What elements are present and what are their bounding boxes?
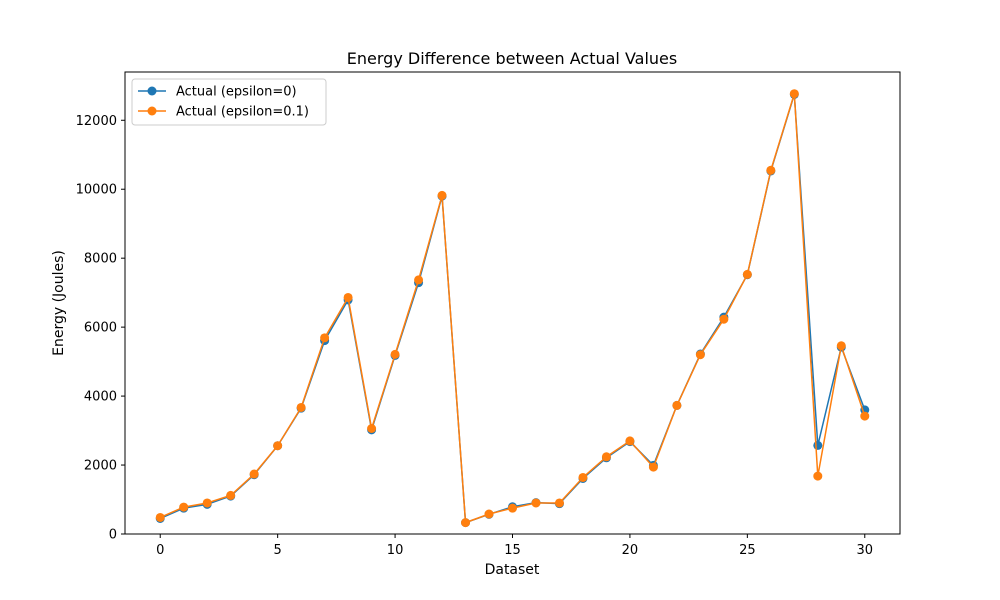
- data-point: [672, 400, 682, 410]
- plot-frame: [124, 71, 901, 535]
- legend-box: [131, 78, 327, 126]
- x-tick-label: 30: [856, 543, 873, 558]
- x-tick-label: 15: [504, 543, 521, 558]
- plot-area: [155, 89, 870, 528]
- data-point: [226, 490, 236, 500]
- data-point: [179, 502, 189, 512]
- data-point: [719, 314, 729, 324]
- y-tick-label: 4000: [84, 390, 117, 405]
- y-axis-label: Energy (Joules): [51, 250, 67, 356]
- series-line: [159, 93, 866, 524]
- data-point: [695, 350, 705, 360]
- data-point: [860, 411, 870, 421]
- legend-entry: Actual (epsilon=0.1): [138, 105, 309, 120]
- x-tick-label: 5: [274, 543, 282, 558]
- y-tick-label: 10000: [76, 183, 117, 198]
- data-point: [531, 498, 541, 508]
- chart-title: Energy Difference between Actual Values: [347, 49, 677, 68]
- data-point: [836, 341, 846, 351]
- x-tick-label: 0: [156, 543, 164, 558]
- series-1: [155, 89, 870, 528]
- y-axis: 0 2000 4000 6000 8000 10000 12000: [76, 114, 125, 543]
- data-point: [601, 452, 611, 462]
- data-point: [461, 518, 471, 528]
- data-point: [367, 423, 377, 433]
- x-tick-label: 25: [739, 543, 756, 558]
- data-point: [414, 275, 424, 285]
- data-point: [625, 436, 635, 446]
- data-point: [789, 89, 799, 99]
- legend-label: Actual (epsilon=0.1): [176, 105, 309, 120]
- series-line: [159, 92, 866, 524]
- data-point: [766, 165, 776, 175]
- legend-marker: [147, 106, 157, 116]
- data-point: [343, 292, 353, 302]
- data-point: [437, 190, 447, 200]
- data-point: [155, 512, 165, 522]
- data-point: [273, 441, 283, 451]
- y-tick-label: 12000: [76, 114, 117, 129]
- data-point: [578, 472, 588, 482]
- data-point: [296, 402, 306, 412]
- legend-marker: [147, 86, 157, 96]
- y-tick-label: 8000: [84, 252, 117, 267]
- y-tick-label: 2000: [84, 459, 117, 474]
- data-point: [484, 509, 494, 519]
- data-point: [320, 333, 330, 343]
- x-axis-label: Dataset: [485, 562, 540, 578]
- data-point: [390, 349, 400, 359]
- data-point: [813, 471, 823, 481]
- data-point: [249, 469, 259, 479]
- data-point: [202, 498, 212, 508]
- data-point: [813, 440, 823, 450]
- data-point: [508, 503, 517, 513]
- legend: Actual (epsilon=0) Actual (epsilon=0.1): [131, 78, 327, 126]
- y-tick-label: 6000: [84, 321, 117, 336]
- legend-entry: Actual (epsilon=0): [138, 85, 297, 100]
- y-tick-label: 0: [109, 528, 117, 543]
- series-2: [155, 89, 870, 528]
- data-point: [648, 462, 658, 472]
- x-axis: 0 5 10 15 20 25 30: [156, 534, 873, 558]
- x-tick-label: 20: [622, 543, 639, 558]
- data-point: [554, 498, 564, 508]
- x-tick-label: 10: [387, 543, 404, 558]
- legend-label: Actual (epsilon=0): [176, 85, 297, 100]
- data-point: [742, 269, 752, 279]
